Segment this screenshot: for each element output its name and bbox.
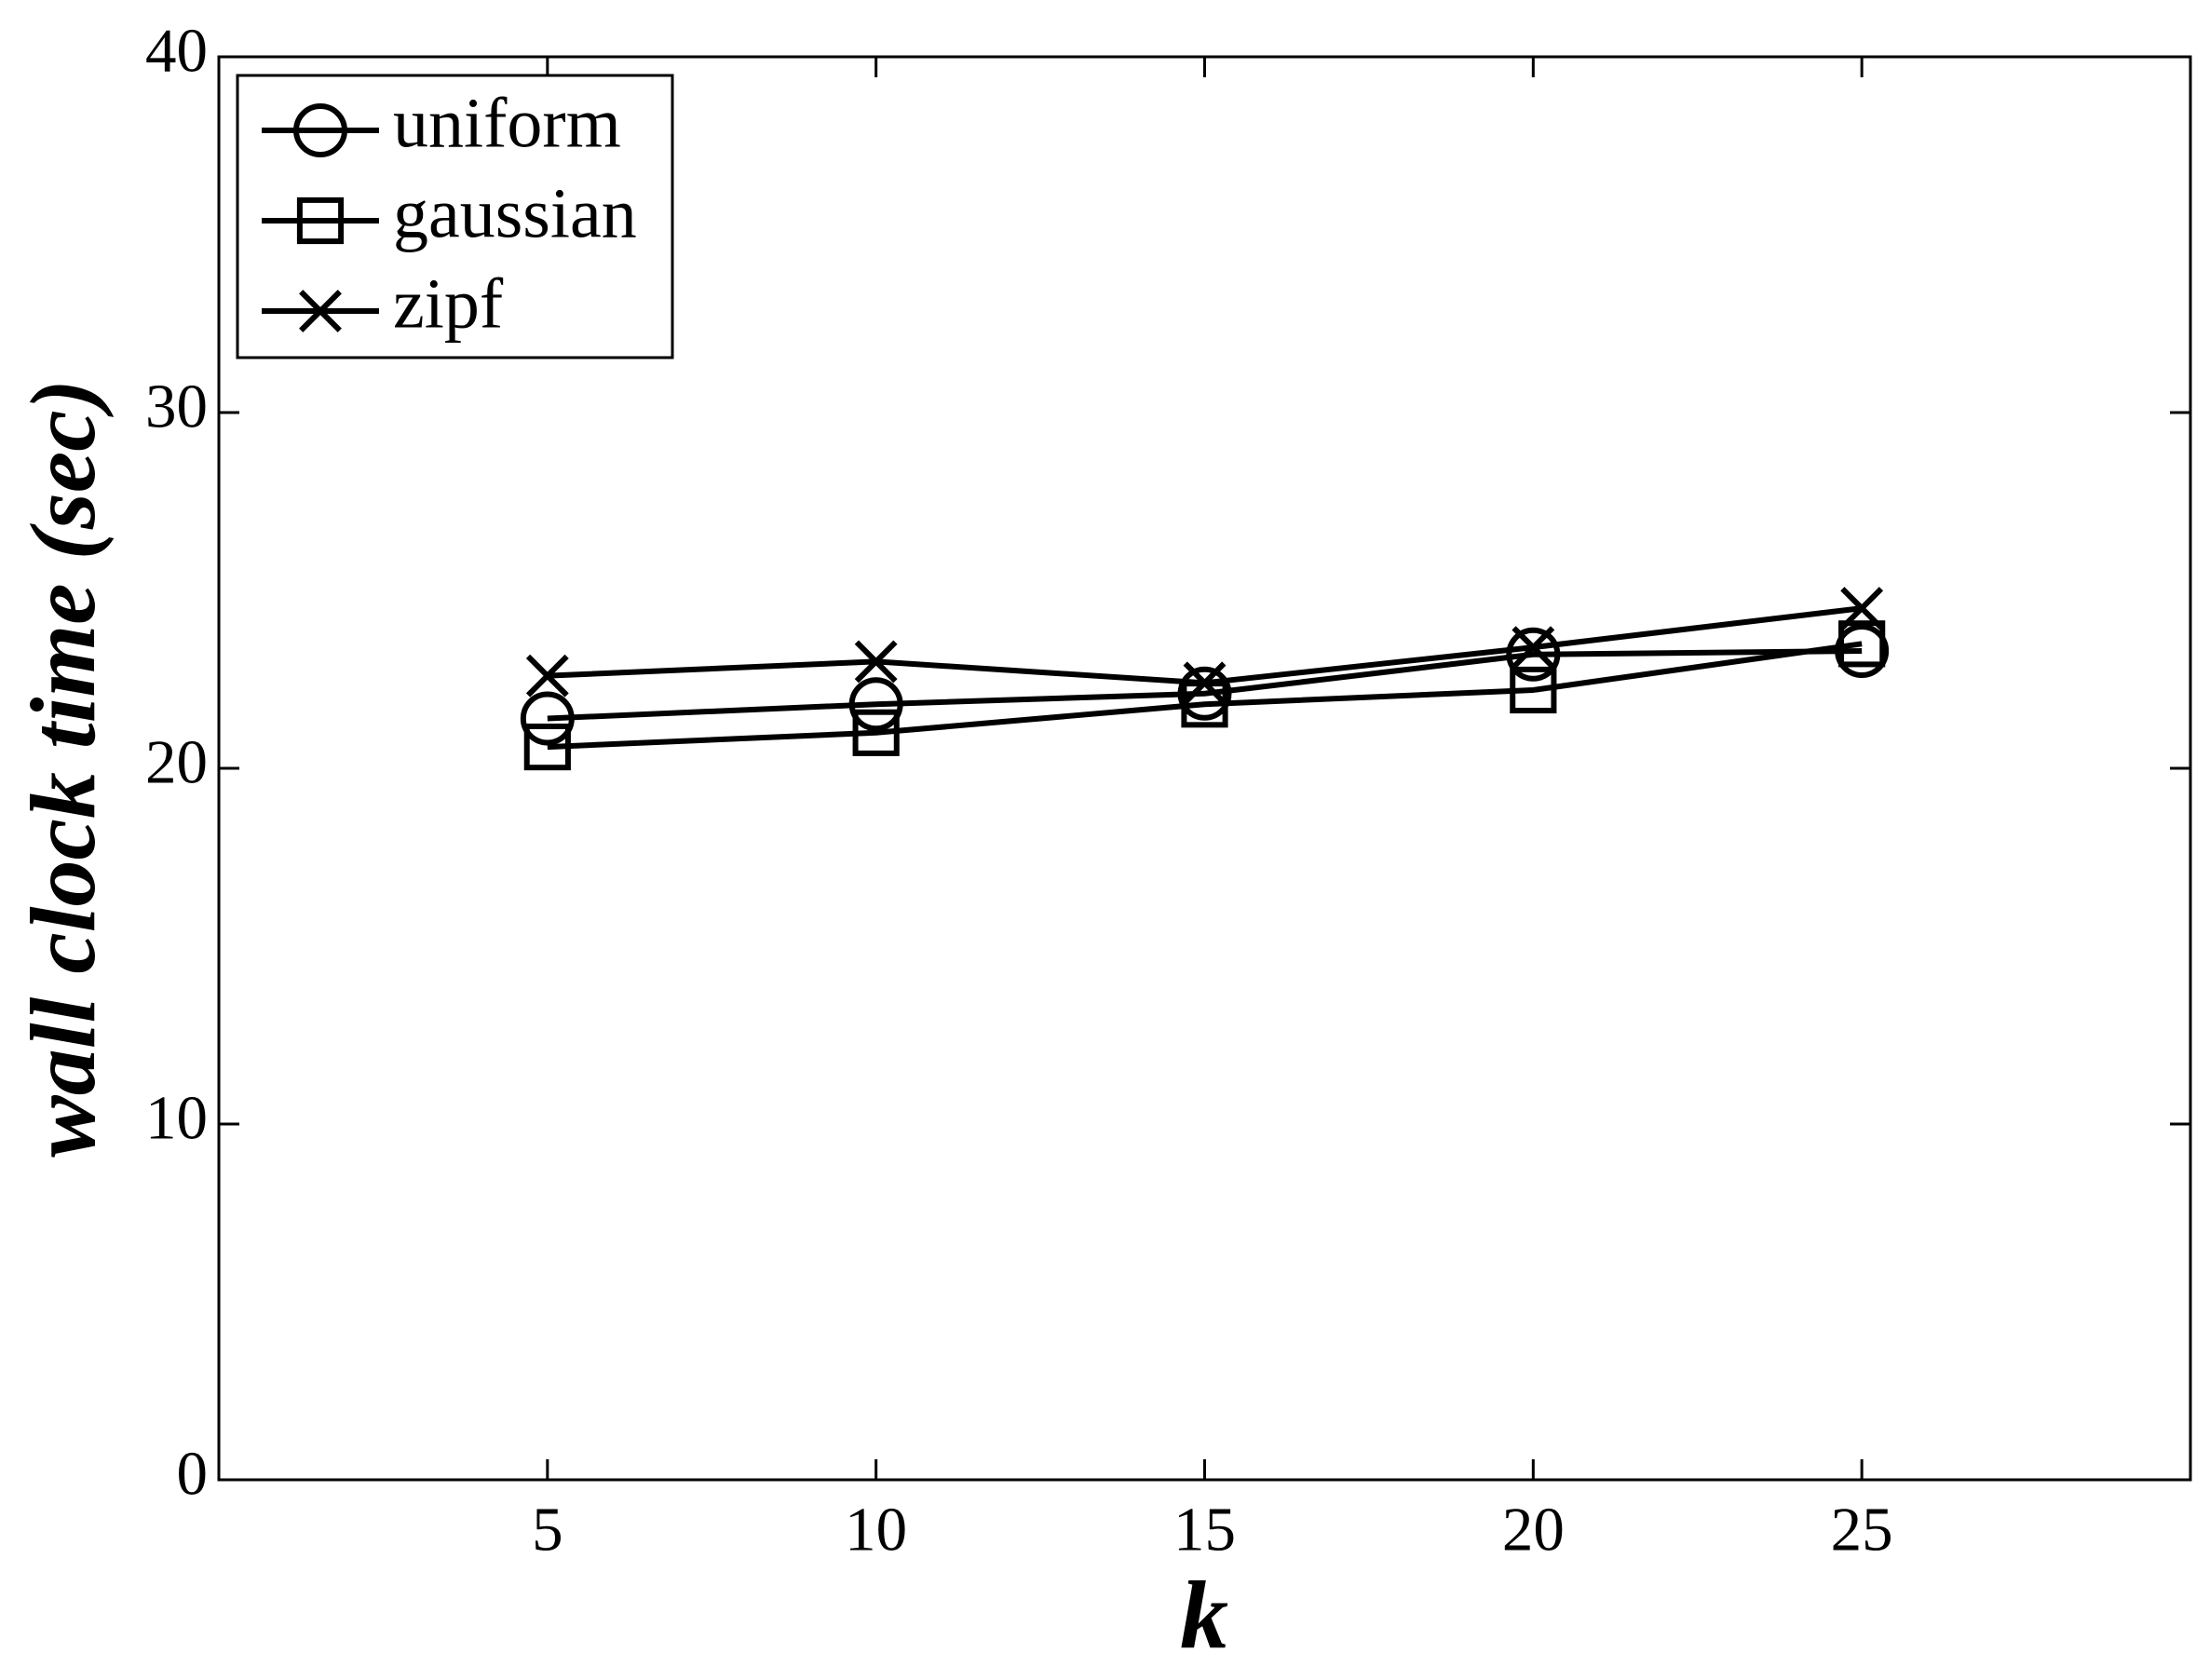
- legend-marker: [293, 103, 347, 157]
- series-line: [547, 641, 1863, 751]
- y-axis-label: wall clock time (sec): [11, 379, 115, 1158]
- x-tick-label: 10: [845, 1495, 907, 1564]
- marker: [1511, 626, 1555, 670]
- series-line: [547, 647, 1863, 722]
- marker: [1177, 666, 1232, 721]
- legend-label: uniform: [393, 84, 621, 162]
- marker: [1838, 620, 1886, 668]
- x-tick-label: 20: [1502, 1495, 1565, 1564]
- legend-label: zipf: [393, 264, 504, 343]
- y-tick-label: 30: [145, 372, 208, 440]
- marker: [525, 654, 569, 698]
- y-tick-label: 0: [177, 1439, 209, 1508]
- marker: [1510, 666, 1557, 714]
- marker: [1506, 627, 1561, 682]
- y-tick-label: 10: [145, 1083, 208, 1152]
- marker: [852, 709, 900, 756]
- marker: [848, 677, 903, 732]
- x-tick-label: 5: [532, 1495, 563, 1564]
- legend-marker: [296, 196, 345, 245]
- x-tick-label: 15: [1173, 1495, 1236, 1564]
- marker: [520, 691, 575, 746]
- marker: [1183, 661, 1227, 705]
- marker: [1835, 623, 1890, 678]
- marker: [523, 723, 571, 771]
- y-tick-label: 20: [145, 727, 208, 796]
- y-tick-label: 40: [145, 16, 208, 85]
- x-axis-label: k: [1180, 1562, 1228, 1669]
- x-tick-label: 25: [1831, 1495, 1893, 1564]
- legend-marker: [299, 290, 342, 332]
- legend-label: gaussian: [393, 174, 637, 252]
- marker: [1840, 587, 1884, 630]
- marker: [854, 640, 898, 684]
